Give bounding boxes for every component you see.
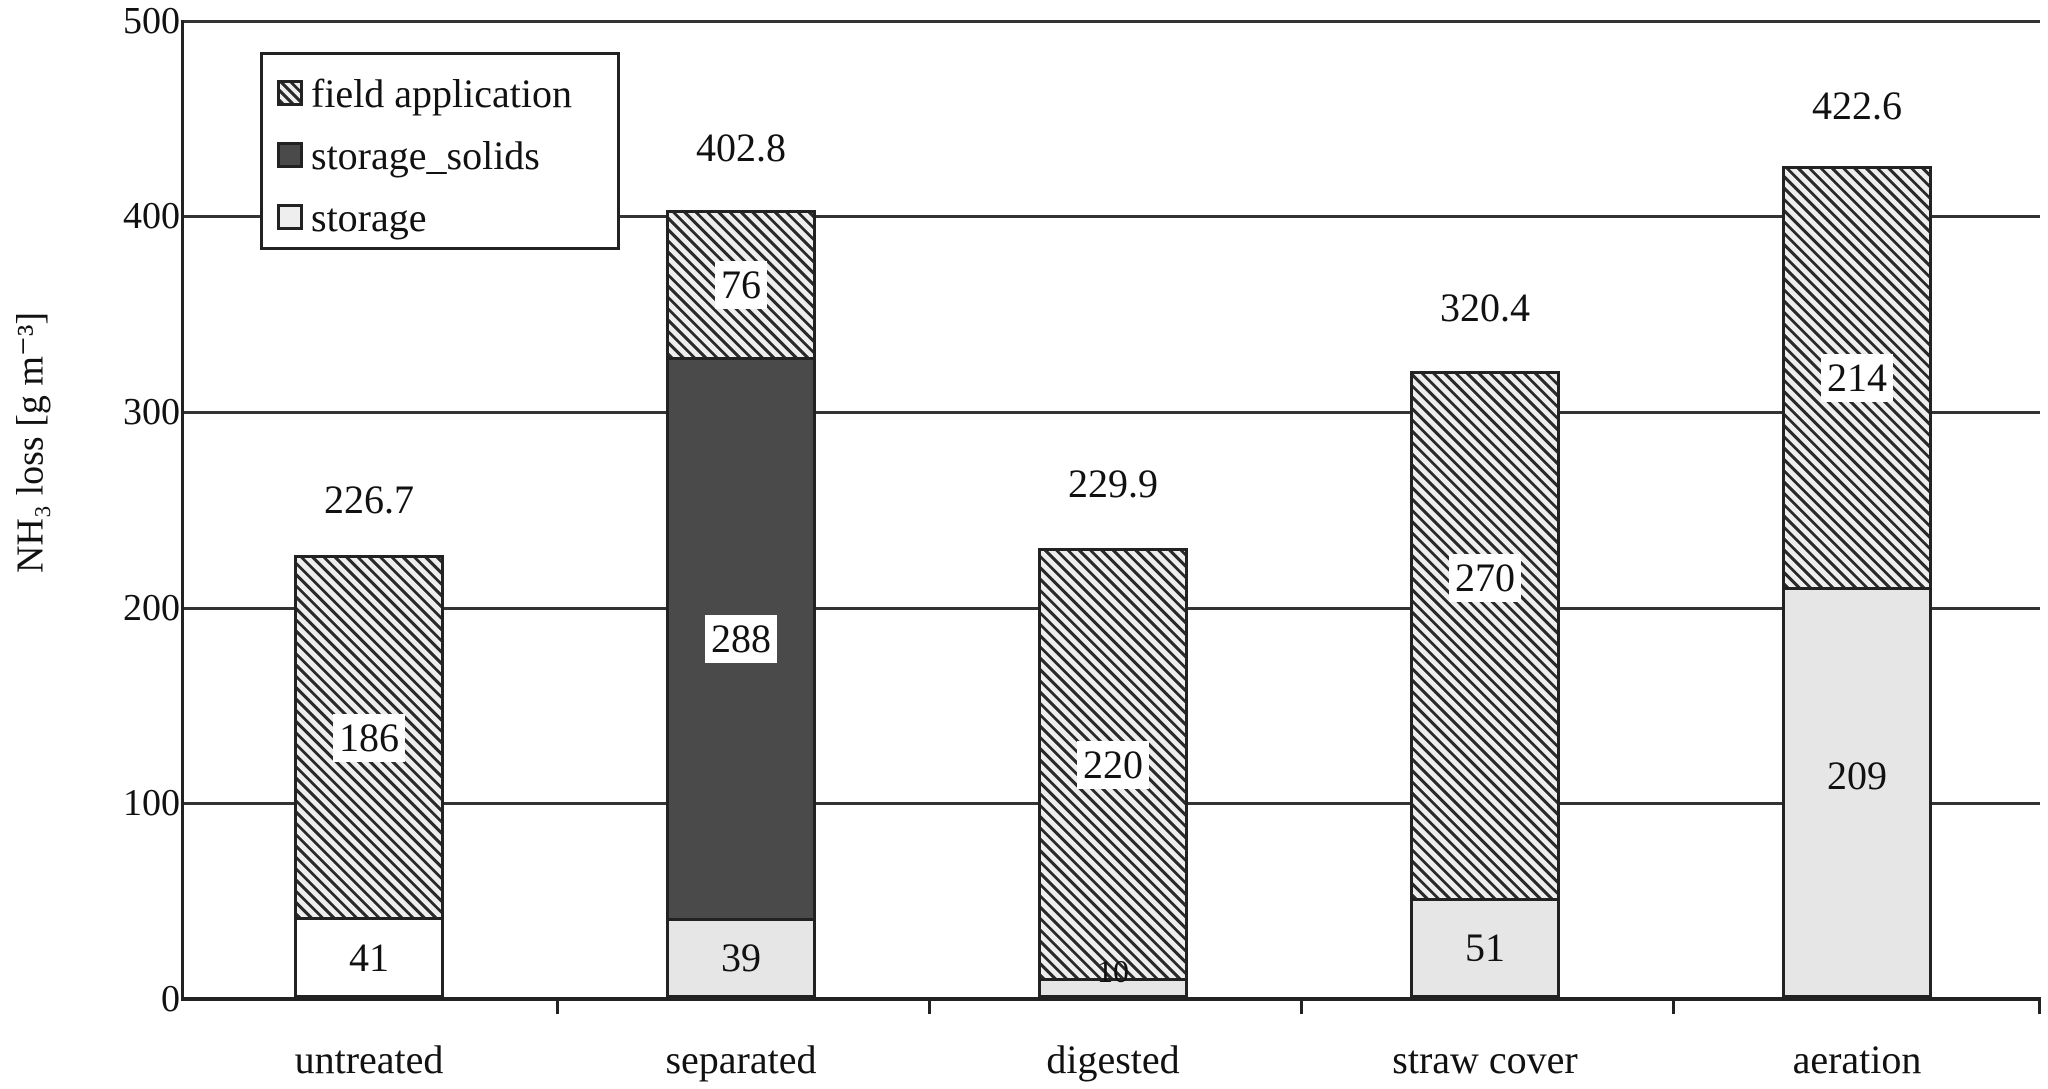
segment-field-application: 76 bbox=[666, 210, 816, 360]
segment-value-label: 39 bbox=[721, 935, 761, 980]
y-axis-title: NH₃ loss [g m⁻³] bbox=[9, 311, 52, 574]
segment-value-label: 214 bbox=[1821, 354, 1893, 402]
segment-value-label: 51 bbox=[1465, 925, 1505, 970]
hatched-swatch-icon bbox=[277, 80, 303, 106]
x-tick bbox=[1672, 998, 1675, 1014]
segment-storage: 51 bbox=[1410, 898, 1560, 998]
segment-value-label: 76 bbox=[715, 261, 767, 309]
segment-storage: 10 bbox=[1038, 953, 1188, 998]
y-axis-line bbox=[181, 20, 184, 1001]
gridline-400 bbox=[183, 215, 2040, 218]
bar-separated: 76 288 39 bbox=[666, 210, 816, 998]
y-tick-label: 500 bbox=[123, 0, 180, 42]
segment-value-label: 41 bbox=[349, 934, 389, 980]
bar-total-label: 422.6 bbox=[1812, 83, 1902, 128]
bar-digested: 220 10 bbox=[1038, 548, 1188, 998]
bar-total-label: 402.8 bbox=[696, 125, 786, 170]
legend-label: field application bbox=[311, 70, 573, 116]
legend-label: storage bbox=[311, 194, 427, 240]
segment-field-application: 186 bbox=[294, 555, 444, 920]
segment-value-label: 10 bbox=[1097, 953, 1129, 989]
segment-storage-solids: 288 bbox=[666, 357, 816, 921]
segment-storage: 209 bbox=[1782, 587, 1932, 998]
y-tick-label: 100 bbox=[123, 782, 180, 824]
bar-total-label: 229.9 bbox=[1068, 461, 1158, 506]
bar-untreated: 186 41 bbox=[294, 555, 444, 998]
x-tick bbox=[928, 998, 931, 1014]
segment-storage: 41 bbox=[294, 917, 444, 998]
bar-total-label: 226.7 bbox=[324, 477, 414, 522]
x-tick bbox=[556, 998, 559, 1014]
bar-straw-cover: 270 51 bbox=[1410, 371, 1560, 998]
segment-value-label: 288 bbox=[705, 615, 777, 663]
segment-value-label: 186 bbox=[333, 713, 405, 762]
x-category-label: aeration bbox=[1792, 1037, 1922, 1082]
gridline-500 bbox=[183, 20, 2040, 23]
bar-aeration: 214 209 bbox=[1782, 166, 1932, 998]
legend-item-field-application: field application bbox=[277, 70, 573, 116]
segment-field-application: 220 bbox=[1038, 548, 1188, 981]
y-tick-label: 0 bbox=[161, 978, 180, 1020]
x-axis-line bbox=[181, 997, 2041, 1001]
x-category-label: separated bbox=[665, 1037, 817, 1082]
legend-item-storage-solids: storage_solids bbox=[277, 132, 540, 178]
chart-legend: field application storage_solids storage bbox=[260, 52, 620, 250]
x-category-label: digested bbox=[1046, 1037, 1180, 1082]
legend-label: storage_solids bbox=[311, 132, 540, 178]
segment-field-application: 214 bbox=[1782, 166, 1932, 590]
segment-storage: 39 bbox=[666, 918, 816, 998]
bar-total-label: 320.4 bbox=[1440, 285, 1530, 330]
segment-value-label: 209 bbox=[1827, 753, 1887, 799]
y-tick-label: 300 bbox=[123, 391, 180, 433]
legend-item-storage: storage bbox=[277, 194, 427, 240]
segment-value-label: 270 bbox=[1449, 554, 1521, 603]
x-tick bbox=[2038, 998, 2041, 1014]
gridline-300 bbox=[183, 411, 2040, 414]
dark-swatch-icon bbox=[277, 142, 303, 168]
segment-field-application: 270 bbox=[1410, 371, 1560, 901]
x-category-label: untreated bbox=[294, 1037, 444, 1082]
x-category-label: straw cover bbox=[1392, 1037, 1578, 1082]
x-tick bbox=[1300, 998, 1303, 1014]
light-swatch-icon bbox=[277, 204, 303, 230]
y-tick-label: 200 bbox=[123, 587, 180, 629]
segment-value-label: 220 bbox=[1077, 740, 1149, 789]
y-tick-label: 400 bbox=[123, 195, 180, 237]
